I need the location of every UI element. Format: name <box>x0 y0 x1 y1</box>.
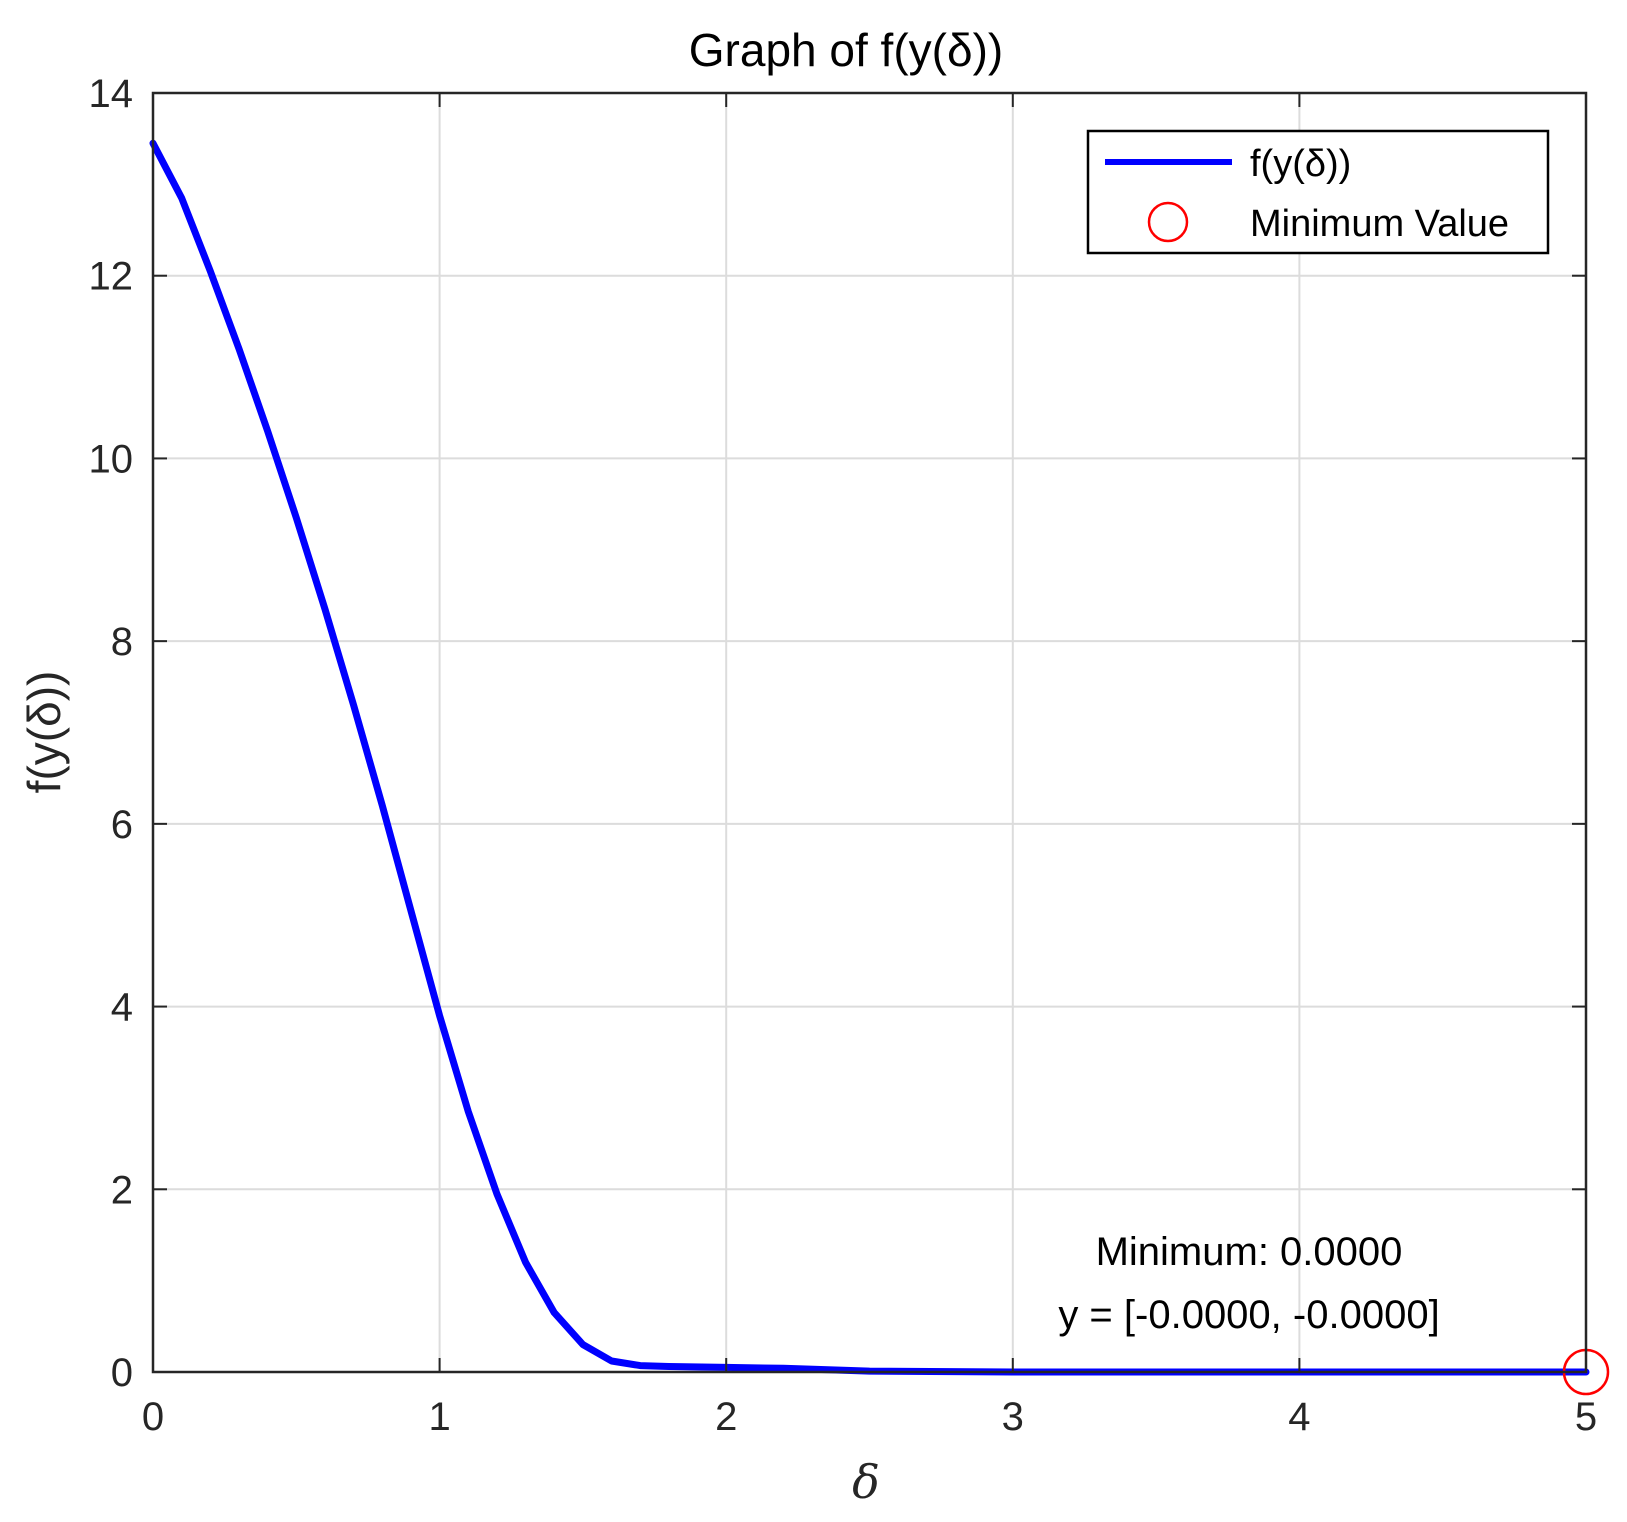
grid-lines <box>153 93 1586 1372</box>
y-tick-label-1: 2 <box>111 1168 133 1212</box>
y-axis-title: f(y(δ)) <box>18 671 70 794</box>
legend-box <box>1086 129 1550 255</box>
x-tick-label-0: 0 <box>142 1395 164 1439</box>
y-tick-label-6: 12 <box>89 255 134 299</box>
legend-label-minimum: Minimum Value <box>1250 203 1509 245</box>
legend: f(y(δ)) Minimum Value <box>1086 129 1550 255</box>
y-tick-label-7: 14 <box>89 72 134 116</box>
chart-title: Graph of f(y(δ)) <box>689 24 1003 76</box>
y-tick-label-3: 6 <box>111 803 133 847</box>
x-tick-label-2: 2 <box>715 1395 737 1439</box>
x-tick-label-5: 5 <box>1575 1395 1597 1439</box>
axes-box <box>151 91 1588 1374</box>
x-tick-label-1: 1 <box>428 1395 450 1439</box>
y-tick-label-0: 0 <box>111 1351 133 1395</box>
y-tick-label-4: 8 <box>111 620 133 664</box>
y-tick-label-5: 10 <box>89 437 134 481</box>
axes-frame <box>151 91 1588 1374</box>
legend-circle-marker <box>1147 201 1189 243</box>
minimum-annotation: Minimum: 0.0000 y = [-0.0000, -0.0000] <box>1058 1230 1439 1337</box>
minimum-value-annotation: Minimum: 0.0000 <box>1096 1230 1403 1274</box>
y-tick-label-2: 4 <box>111 986 133 1030</box>
minimum-point-annotation: y = [-0.0000, -0.0000] <box>1058 1293 1439 1337</box>
legend-label-series: f(y(δ)) <box>1250 143 1351 185</box>
x-tick-label-4: 4 <box>1288 1395 1310 1439</box>
x-axis-title: δ <box>852 1455 880 1509</box>
x-tick-label-3: 3 <box>1002 1395 1024 1439</box>
